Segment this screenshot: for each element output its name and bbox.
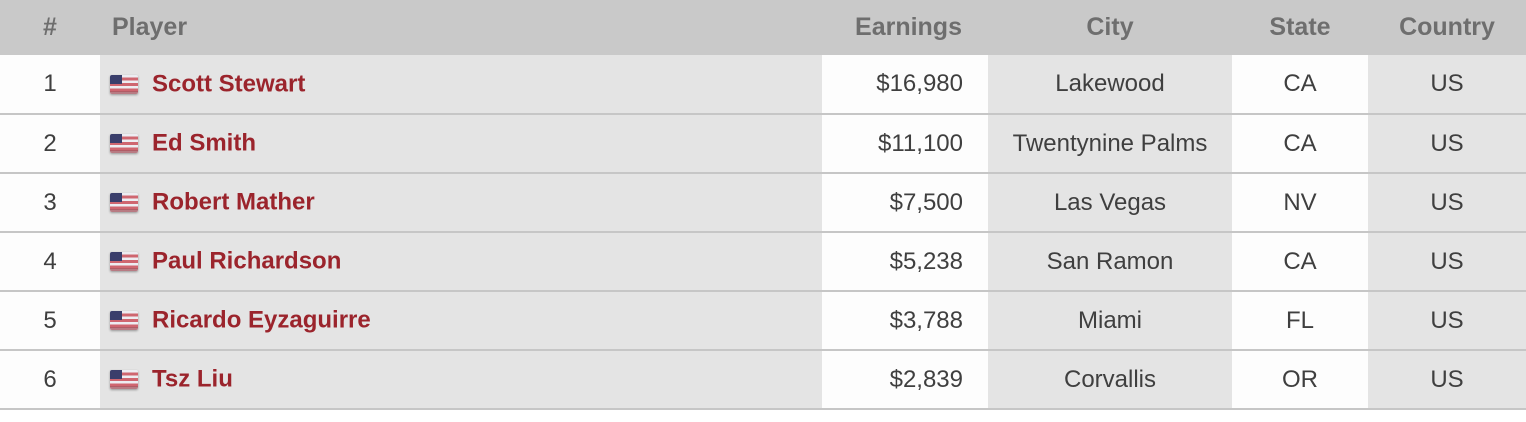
country-cell: US	[1368, 232, 1526, 292]
state-cell: CA	[1232, 232, 1368, 292]
player-name-link[interactable]: Ricardo Eyzaguirre	[152, 306, 371, 334]
player-name-link[interactable]: Paul Richardson	[152, 247, 342, 275]
player-cell: Paul Richardson	[100, 232, 822, 292]
city-cell: Miami	[988, 291, 1232, 351]
player-cell: Ricardo Eyzaguirre	[100, 291, 822, 351]
player-name-link[interactable]: Robert Mather	[152, 188, 315, 216]
player-cell: Ed Smith	[100, 114, 822, 174]
earnings-cell: $3,788	[822, 291, 988, 351]
rank-cell: 5	[0, 291, 100, 351]
us-flag-icon	[110, 370, 138, 390]
city-cell: Las Vegas	[988, 173, 1232, 233]
column-header-player: Player	[100, 0, 822, 55]
us-flag-icon	[110, 311, 138, 331]
city-cell: Corvallis	[988, 350, 1232, 410]
us-flag-icon	[110, 74, 138, 94]
player-name-link[interactable]: Tsz Liu	[152, 365, 233, 393]
rank-cell: 1	[0, 55, 100, 115]
country-cell: US	[1368, 55, 1526, 115]
country-cell: US	[1368, 291, 1526, 351]
table-row: 6 Tsz Liu $2,839 Corvallis OR US	[0, 350, 1526, 410]
table-row: 2 Ed Smith $11,100 Twentynine Palms CA U…	[0, 114, 1526, 174]
column-header-state: State	[1232, 0, 1368, 55]
state-cell: CA	[1232, 114, 1368, 174]
rank-cell: 6	[0, 350, 100, 410]
column-header-country: Country	[1368, 0, 1526, 55]
player-cell: Tsz Liu	[100, 350, 822, 410]
us-flag-icon	[110, 134, 138, 154]
state-cell: CA	[1232, 55, 1368, 115]
city-cell: San Ramon	[988, 232, 1232, 292]
rank-cell: 3	[0, 173, 100, 233]
table-row: 4 Paul Richardson $5,238 San Ramon CA US	[0, 232, 1526, 292]
column-header-earnings: Earnings	[822, 0, 988, 55]
table-row: 5 Ricardo Eyzaguirre $3,788 Miami FL US	[0, 291, 1526, 351]
earnings-cell: $11,100	[822, 114, 988, 174]
table-row: 1 Scott Stewart $16,980 Lakewood CA US	[0, 55, 1526, 115]
table-body: 1 Scott Stewart $16,980 Lakewood CA US 2…	[0, 55, 1526, 410]
city-cell: Lakewood	[988, 55, 1232, 115]
column-header-city: City	[988, 0, 1232, 55]
table-header-row: # Player Earnings City State Country	[0, 0, 1526, 55]
player-cell: Scott Stewart	[100, 55, 822, 115]
city-cell: Twentynine Palms	[988, 114, 1232, 174]
player-name-link[interactable]: Scott Stewart	[152, 70, 306, 98]
country-cell: US	[1368, 114, 1526, 174]
table-row: 3 Robert Mather $7,500 Las Vegas NV US	[0, 173, 1526, 233]
earnings-cell: $2,839	[822, 350, 988, 410]
column-header-rank: #	[0, 0, 100, 55]
earnings-cell: $7,500	[822, 173, 988, 233]
player-cell: Robert Mather	[100, 173, 822, 233]
earnings-cell: $16,980	[822, 55, 988, 115]
country-cell: US	[1368, 350, 1526, 410]
player-name-link[interactable]: Ed Smith	[152, 129, 257, 157]
country-cell: US	[1368, 173, 1526, 233]
us-flag-icon	[110, 193, 138, 213]
us-flag-icon	[110, 252, 138, 272]
rank-cell: 2	[0, 114, 100, 174]
state-cell: FL	[1232, 291, 1368, 351]
state-cell: NV	[1232, 173, 1368, 233]
earnings-cell: $5,238	[822, 232, 988, 292]
leaderboard-table: # Player Earnings City State Country 1 S…	[0, 0, 1526, 410]
state-cell: OR	[1232, 350, 1368, 410]
rank-cell: 4	[0, 232, 100, 292]
